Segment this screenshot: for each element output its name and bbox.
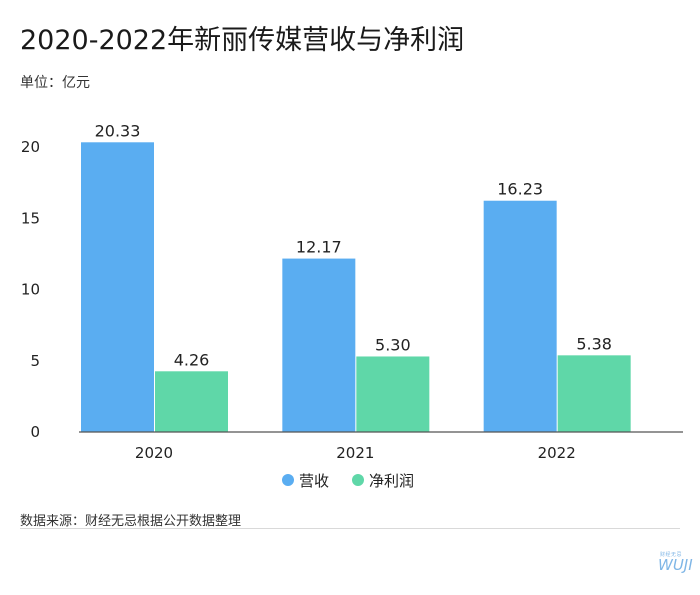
legend: 营收 净利润	[282, 472, 414, 490]
value-label: 12.17	[296, 238, 342, 257]
bar-profit-2020	[155, 371, 228, 432]
y-tick-label: 20	[21, 138, 40, 156]
y-tick-label: 10	[21, 281, 40, 299]
logo-small-text: 财经无忌	[659, 552, 682, 558]
legend-swatch	[352, 474, 364, 486]
chart-title: 2020-2022年新丽传媒营收与净利润	[20, 25, 465, 56]
value-label: 20.33	[95, 121, 141, 140]
bars	[81, 142, 631, 433]
wuji-logo: 财经无忌 WUJI	[658, 551, 693, 574]
value-labels: 20.33 4.26 12.17 5.30 16.23 5.38	[95, 121, 612, 369]
value-label: 4.26	[174, 350, 210, 369]
bar-revenue-2020	[81, 142, 154, 433]
bar-revenue-2021	[282, 258, 356, 432]
bar-profit-2021	[356, 356, 430, 432]
y-tick-label: 5	[30, 352, 40, 370]
x-tick-label: 2021	[336, 444, 374, 462]
legend-swatch	[282, 474, 294, 486]
x-axis-ticks: 2020 2021 2022	[135, 444, 576, 462]
y-axis-ticks: 0 5 10 15 20	[21, 138, 40, 441]
bar-profit-2022	[557, 355, 631, 432]
unit-label: 单位：亿元	[20, 75, 90, 91]
y-tick-label: 0	[30, 423, 40, 441]
value-label: 5.38	[576, 334, 612, 353]
x-tick-label: 2022	[538, 444, 576, 462]
y-tick-label: 15	[21, 209, 40, 227]
source-note: 数据来源：财经无忌根据公开数据整理	[20, 514, 242, 529]
value-label: 16.23	[497, 180, 543, 199]
legend-label: 净利润	[369, 472, 414, 490]
logo-word: WUJI	[658, 556, 693, 574]
source-divider	[20, 528, 680, 529]
bar-revenue-2022	[483, 200, 557, 432]
x-tick-label: 2020	[135, 444, 173, 462]
legend-label: 营收	[299, 472, 329, 490]
value-label: 5.30	[375, 335, 411, 354]
bar-chart: 0 5 10 15 20 20.33 4.26 12.17 5.30 16.23 5.38 202…	[21, 121, 683, 490]
